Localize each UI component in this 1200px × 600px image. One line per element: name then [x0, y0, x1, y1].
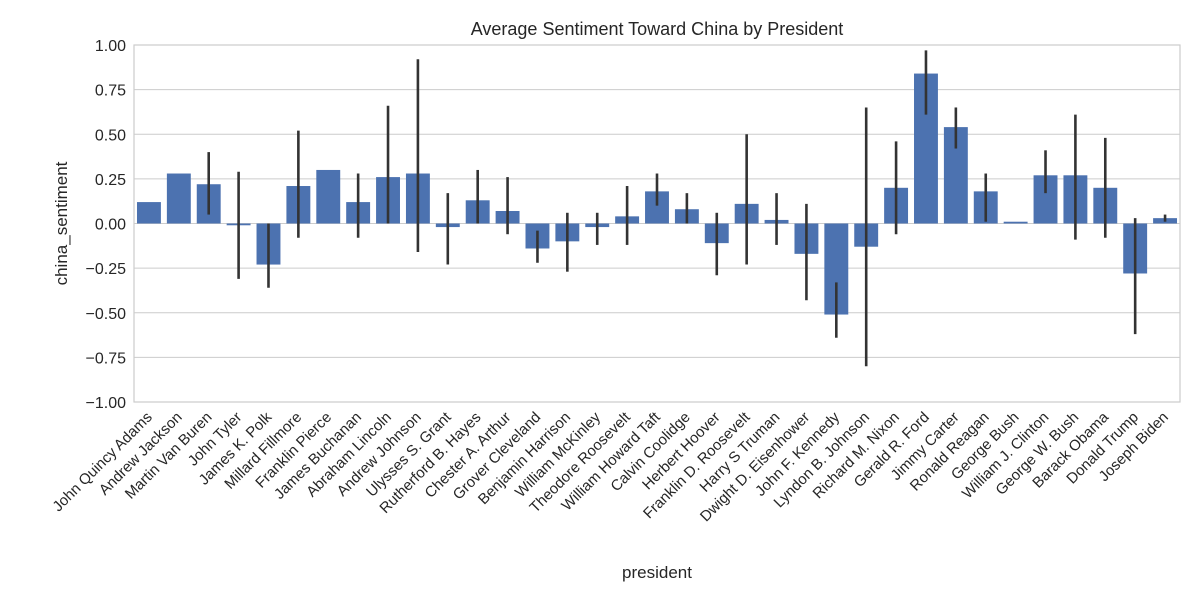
- y-tick-label: −0.75: [86, 350, 127, 367]
- y-tick-label: 0.50: [95, 127, 126, 144]
- bar: [166, 173, 191, 224]
- y-tick-label: −0.25: [86, 261, 127, 278]
- bar: [316, 169, 341, 224]
- x-axis-label: president: [622, 563, 692, 582]
- y-tick-label: 0.00: [95, 217, 126, 234]
- y-tick-label: 0.25: [95, 172, 126, 189]
- y-tick-label: −0.50: [86, 306, 127, 323]
- bar: [645, 191, 669, 224]
- errorbar-layer: [207, 50, 1167, 367]
- chart-title: Average Sentiment Toward China by Presid…: [471, 19, 844, 39]
- y-tick-label: −1.00: [86, 395, 127, 412]
- plot-frame: [133, 44, 1181, 403]
- bar: [1003, 221, 1028, 224]
- bar: [824, 223, 849, 315]
- bar: [914, 73, 938, 224]
- bar: [1033, 175, 1058, 224]
- bar: [943, 127, 968, 224]
- y-axis-label: china_sentiment: [52, 161, 71, 285]
- y-tick-label: 0.75: [95, 83, 126, 100]
- y-tick-label: 1.00: [95, 38, 126, 55]
- y-tick-labels: 1.00 0.75 0.50 0.25 0.00 −0.25 −0.50 −0.75 −1.00: [86, 38, 127, 412]
- bar: [136, 202, 161, 224]
